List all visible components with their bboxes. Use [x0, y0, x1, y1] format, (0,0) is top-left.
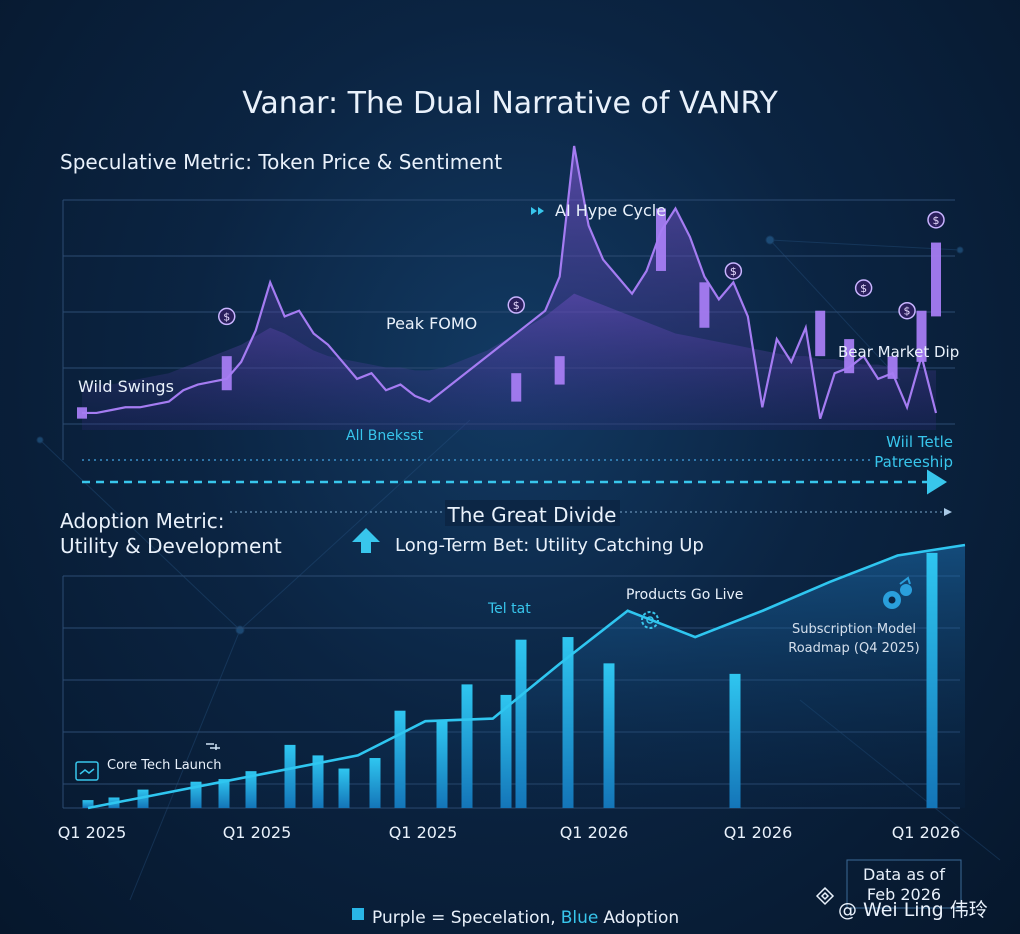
x-tick-label: Q1 2025 [58, 823, 127, 842]
coin-ring [507, 296, 525, 314]
coin-ring [724, 262, 743, 280]
small-chart-icon [206, 743, 220, 750]
great-divide-label: The Great Divide [447, 503, 617, 527]
adoption-heading-line1: Adoption Metric: [60, 509, 225, 533]
data-as-of-line2: Feb 2026 [867, 885, 941, 904]
price-candle [77, 407, 87, 419]
core-tech-icon [75, 761, 99, 781]
annotation-peak-fomo: Peak FOMO [386, 314, 477, 333]
coin-symbol: $ [860, 282, 867, 295]
adoption-bar [729, 673, 741, 808]
price-candle [221, 356, 232, 391]
coin-symbol: $ [904, 305, 911, 318]
x-tick-label: Q1 2025 [223, 823, 292, 842]
dollar-coin-icon: $ [507, 296, 525, 314]
price-candle [554, 356, 565, 385]
gears-icon [883, 576, 912, 609]
price-line-chart: $ $ $ $ $ $ [77, 145, 945, 430]
price-candle [916, 310, 927, 362]
coin-ring [854, 279, 873, 297]
adoption-bar [312, 755, 324, 808]
dollar-coin-icon: $ [898, 301, 916, 320]
annotation-subscription-line2: Roadmap (Q4 2025) [788, 641, 920, 656]
watermark: @ Wei Ling 伟玲 [815, 886, 988, 921]
adoption-bar [515, 639, 527, 808]
adoption-bar [461, 684, 473, 808]
legend-text: Purple = Specelation, Blue Adoption [372, 908, 679, 928]
price-candle [511, 373, 522, 402]
x-tick-label: Q1 2025 [389, 823, 458, 842]
legend-swatch [352, 908, 364, 920]
dollar-coin-icon: $ [854, 279, 873, 297]
adoption-bar [394, 710, 406, 808]
watermark-text: @ Wei Ling 伟玲 [838, 899, 988, 921]
annotation-products-live: Products Go Live [626, 587, 743, 603]
adoption-trend-line [87, 543, 966, 810]
x-tick-label: Q1 2026 [892, 823, 961, 842]
adoption-bar [500, 694, 512, 808]
up-arrow-icon [352, 528, 380, 553]
price-candle [887, 356, 898, 379]
x-tick-label: Q1 2026 [724, 823, 793, 842]
adoption-heading-line2: Utility & Development [60, 534, 282, 558]
coin-symbol: $ [223, 310, 230, 323]
chart-title: Vanar: The Dual Narrative of VANRY [242, 86, 778, 121]
legend-suffix: Adoption [603, 908, 679, 928]
price-candle [815, 310, 826, 357]
adoption-bar [338, 768, 350, 808]
adoption-bar [218, 779, 230, 808]
annotation-right-line1: Wiil Tetle [886, 433, 953, 451]
annotation-core-tech: Core Tech Launch [107, 758, 222, 773]
annotation-right-line2: Patreeship [874, 453, 953, 471]
adoption-bar [245, 771, 257, 808]
price-candle [931, 242, 941, 317]
adoption-bar [562, 637, 574, 808]
adoption-area [88, 545, 965, 808]
speculative-heading: Speculative Metric: Token Price & Sentim… [60, 150, 502, 174]
x-axis-ticks: Q1 2025 Q1 2025 Q1 2025 Q1 2026 Q1 2026 Q1 20… [58, 823, 961, 842]
adoption-bar [926, 552, 938, 808]
annotation-wild-swings: Wild Swings [78, 377, 174, 396]
long-term-bet-label: Long-Term Bet: Utility Catching Up [395, 535, 704, 556]
price-candle [699, 282, 710, 328]
annotation-bear-dip: Bear Market Dip [838, 343, 959, 361]
x-tick-label: Q1 2026 [560, 823, 629, 842]
annotation-garbled-launch: Tel tat [487, 601, 531, 617]
coin-ring [898, 301, 916, 320]
coin-ring [927, 211, 945, 229]
coin-symbol: $ [730, 265, 737, 278]
coin-ring [217, 307, 236, 326]
ai-hype-icon [531, 207, 544, 215]
annotation-ai-garbled: All Bneksst [346, 428, 424, 444]
adoption-bar [137, 789, 149, 808]
legend-prefix: Purple = Specelation, [372, 908, 556, 928]
dollar-coin-icon: $ [217, 307, 236, 326]
price-candle [655, 208, 666, 271]
adoption-bar [284, 744, 296, 808]
adoption-bar [603, 663, 615, 808]
coin-symbol: $ [933, 214, 940, 227]
dollar-coin-icon: $ [724, 262, 743, 280]
annotation-ai-hype: AI Hype Cycle [555, 201, 666, 220]
great-divide-arrow-icon [944, 508, 952, 516]
data-as-of-line1: Data as of [863, 865, 945, 884]
price-area [82, 146, 936, 430]
data-as-of-box: Data as of Feb 2026 [846, 859, 962, 909]
legend-blue-word: Blue [561, 908, 599, 928]
diamond-logo-icon [815, 886, 835, 906]
adoption-bar [190, 781, 202, 808]
adoption-bar-chart [82, 543, 966, 810]
coin-symbol: $ [513, 299, 520, 312]
legend: Purple = Specelation, Blue Adoption [352, 908, 679, 928]
gear-icon [641, 611, 659, 629]
price-candle [844, 339, 855, 374]
adoption-bar [82, 800, 94, 808]
great-divide-label-bg [445, 500, 620, 526]
dollar-coin-icon: $ [927, 211, 945, 229]
annotation-subscription-line1: Subscription Model [792, 622, 916, 637]
adoption-bar [436, 721, 448, 808]
adoption-bar [369, 758, 381, 808]
